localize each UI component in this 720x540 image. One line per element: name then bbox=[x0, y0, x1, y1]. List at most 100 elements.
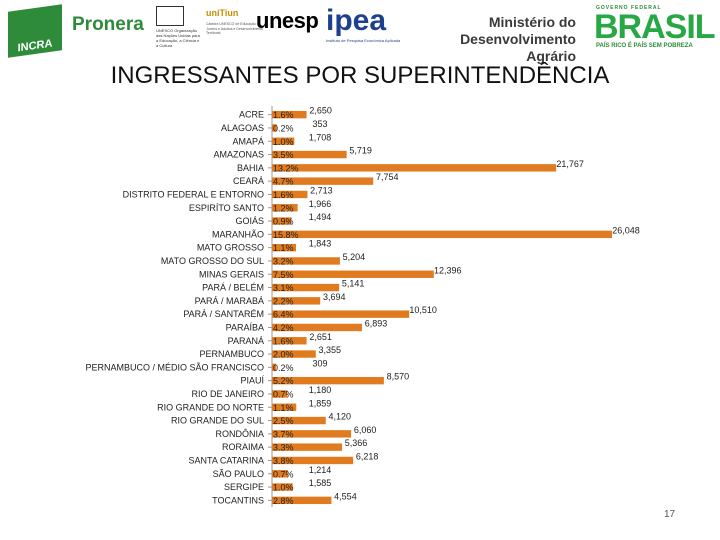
category-label: SANTA CATARINA bbox=[188, 455, 264, 465]
unesp-logo: unesp bbox=[256, 8, 319, 34]
category-label: PERNAMBUCO bbox=[199, 349, 264, 359]
ipea-subtitle: Instituto de Pesquisa Econômica Aplicada bbox=[326, 38, 401, 43]
unesco-logo-text: UNESCO Organização das Nações Unidas par… bbox=[156, 28, 200, 48]
category-label: GOIÁS bbox=[235, 216, 264, 226]
bar bbox=[272, 177, 374, 185]
percent-label: 2.8% bbox=[273, 496, 294, 506]
category-label: RIO DE JANEIRO bbox=[191, 389, 264, 399]
bar bbox=[272, 323, 362, 332]
bar bbox=[272, 217, 292, 225]
value-label: 1,494 bbox=[309, 212, 332, 222]
ipea-logo-text: ipea bbox=[326, 4, 387, 37]
mda-line-2: Desenvolvimento Agrário bbox=[460, 31, 576, 64]
category-label: ESPIRÍTO SANTO bbox=[189, 203, 264, 213]
bar bbox=[272, 297, 321, 305]
category-label: DISTRITO FEDERAL E ENTORNO bbox=[123, 189, 264, 199]
percent-label: 13.2% bbox=[273, 163, 299, 173]
category-label: PARAÍBA bbox=[226, 322, 264, 332]
value-label: 8,570 bbox=[387, 372, 410, 382]
chart-title: INGRESSANTES POR SUPERINTENDÊNCIA bbox=[110, 62, 610, 89]
value-label: 3,694 bbox=[323, 292, 346, 302]
bar bbox=[272, 337, 307, 345]
category-label: ACRE bbox=[239, 110, 264, 120]
bar bbox=[272, 243, 297, 252]
value-label: 5,141 bbox=[342, 279, 365, 289]
value-label: 1,708 bbox=[309, 132, 332, 142]
bar bbox=[272, 416, 326, 425]
value-label: 1,859 bbox=[309, 398, 332, 408]
bar bbox=[272, 230, 612, 239]
ipea-logo: ipea bbox=[326, 4, 386, 38]
percent-label: 0.2% bbox=[273, 123, 294, 133]
category-label: PARÁ / SANTARÉM bbox=[183, 309, 264, 319]
brasil-top-text: GOVERNO FEDERAL bbox=[596, 5, 662, 11]
value-label: 4,554 bbox=[334, 491, 357, 501]
category-label: PARÁ / MARABÁ bbox=[195, 296, 264, 306]
value-label: 1,843 bbox=[309, 239, 332, 249]
bar bbox=[272, 363, 277, 372]
bar bbox=[272, 430, 352, 438]
bar bbox=[272, 310, 410, 318]
bar bbox=[272, 283, 340, 292]
bar bbox=[272, 204, 298, 212]
value-label: 4,120 bbox=[329, 412, 352, 422]
category-label: MATO GROSSO bbox=[197, 243, 264, 253]
category-label: ALAGOAS bbox=[221, 123, 264, 133]
percent-label: 3.7% bbox=[273, 429, 294, 439]
category-label: BAHIA bbox=[237, 163, 264, 173]
percent-label: 0.7% bbox=[273, 469, 294, 479]
value-label: 6,060 bbox=[354, 425, 377, 435]
percent-label: 0.9% bbox=[273, 217, 294, 227]
percent-label: 2.0% bbox=[273, 350, 294, 360]
page-number: 17 bbox=[664, 509, 676, 520]
value-label: 1,180 bbox=[309, 385, 332, 395]
percent-label: 1.6% bbox=[273, 190, 294, 200]
brasil-logo: BRASIL bbox=[594, 8, 716, 46]
bar bbox=[272, 150, 347, 159]
value-label: 2,650 bbox=[309, 106, 332, 116]
category-label: TOCANTINS bbox=[212, 495, 264, 505]
value-label: 7,754 bbox=[376, 172, 399, 182]
value-label: 309 bbox=[312, 358, 327, 368]
percent-label: 1.1% bbox=[273, 403, 294, 413]
category-label: SÃO PAULO bbox=[213, 469, 264, 479]
percent-label: 0.2% bbox=[273, 363, 294, 373]
category-label: MINAS GERAIS bbox=[199, 269, 264, 279]
unesco-temple-icon bbox=[156, 6, 184, 26]
value-label: 6,893 bbox=[365, 318, 388, 328]
value-label: 3,355 bbox=[319, 345, 342, 355]
category-label: RORAIMA bbox=[222, 442, 264, 452]
value-label: 2,651 bbox=[309, 332, 332, 342]
bar bbox=[272, 376, 384, 385]
value-label: 21,767 bbox=[556, 159, 584, 169]
unitiun-logo: uniTiun bbox=[206, 8, 238, 18]
value-label: 1,585 bbox=[309, 478, 332, 488]
percent-label: 3.1% bbox=[273, 283, 294, 293]
percent-label: 2.2% bbox=[273, 296, 294, 306]
percent-label: 1.1% bbox=[273, 243, 294, 253]
percent-label: 3.2% bbox=[273, 256, 294, 266]
percent-label: 3.3% bbox=[273, 443, 294, 453]
category-label: PARÁ / BELÉM bbox=[202, 283, 264, 293]
percent-label: 1.2% bbox=[273, 203, 294, 213]
percent-label: 1.0% bbox=[273, 137, 294, 147]
category-label: SERGIPE bbox=[224, 482, 264, 492]
bar bbox=[272, 390, 288, 398]
percent-label: 2.5% bbox=[273, 416, 294, 426]
mda-line-1: Ministério do bbox=[488, 14, 576, 30]
brasil-slogan: PAÍS RICO É PAÍS SEM POBREZA bbox=[596, 43, 693, 49]
value-label: 1,214 bbox=[309, 465, 332, 475]
unitiun-subtitle: Cátedra UNESCO de Educação de Jovens e A… bbox=[206, 22, 264, 35]
pronera-logo: Pronera bbox=[72, 14, 144, 36]
value-label: 2,713 bbox=[310, 185, 333, 195]
percent-label: 1.6% bbox=[273, 336, 294, 346]
bar bbox=[272, 443, 343, 451]
value-label: 5,204 bbox=[343, 252, 366, 262]
bar bbox=[272, 270, 434, 278]
bar bbox=[272, 470, 288, 478]
percent-label: 6.4% bbox=[273, 310, 294, 320]
percent-label: 1.6% bbox=[273, 110, 294, 120]
value-label: 26,048 bbox=[612, 225, 640, 235]
bar bbox=[272, 110, 307, 119]
